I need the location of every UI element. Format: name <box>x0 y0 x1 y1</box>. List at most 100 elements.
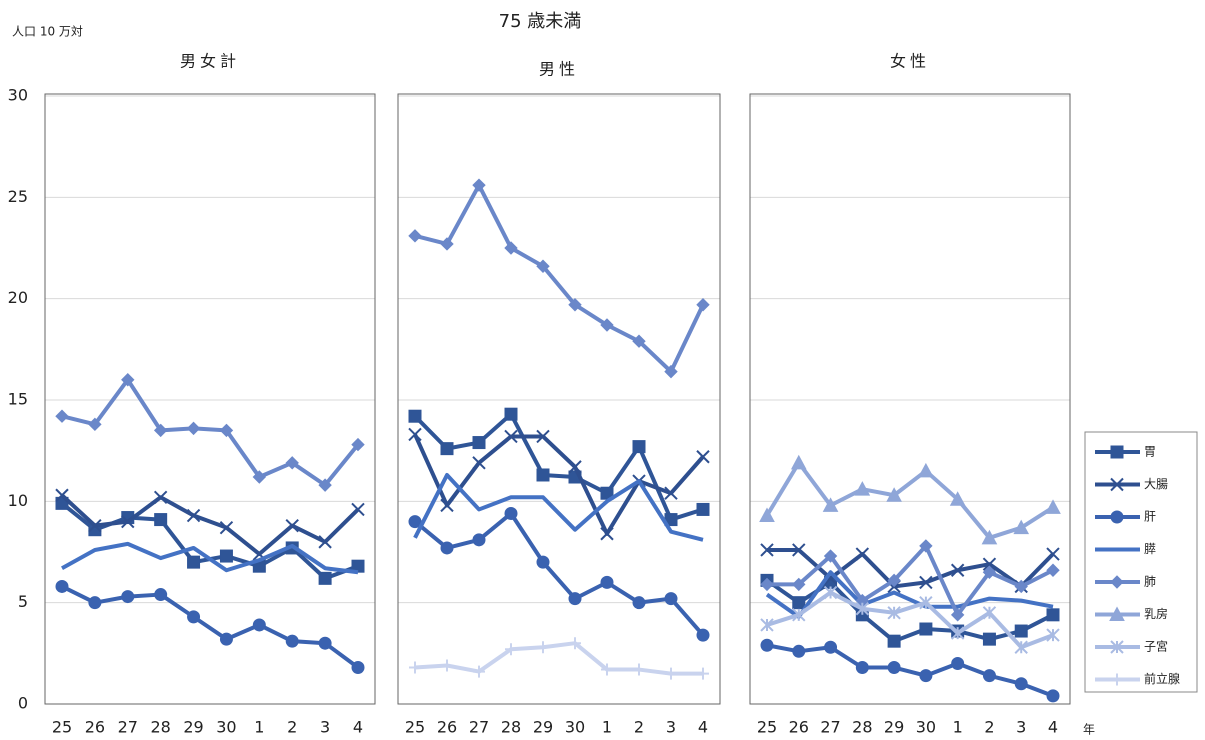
marker <box>790 454 807 470</box>
marker <box>919 539 933 553</box>
marker <box>219 549 233 563</box>
marker <box>472 456 486 470</box>
marker <box>760 577 774 592</box>
marker <box>55 409 69 423</box>
y-tick-label: 20 <box>8 288 28 307</box>
marker <box>440 541 454 555</box>
marker <box>536 429 550 444</box>
marker <box>409 661 421 674</box>
x-tick-label: 28 <box>501 718 521 737</box>
series-line <box>61 584 360 670</box>
marker <box>569 637 581 650</box>
marker <box>440 237 454 251</box>
marker <box>154 513 168 527</box>
x-tick-label: 29 <box>533 718 553 737</box>
marker <box>473 665 485 678</box>
series-line <box>765 578 1054 644</box>
marker <box>1014 624 1028 638</box>
plot-frame <box>397 93 721 705</box>
unit-label: 人口 10 万対 <box>12 25 83 39</box>
marker <box>633 663 645 676</box>
marker <box>919 595 933 610</box>
marker <box>982 669 996 683</box>
y-tick-label: 15 <box>8 390 28 409</box>
x-tick-label: 1 <box>254 718 264 737</box>
legend-label: 子宮 <box>1144 639 1168 654</box>
y-tick-label: 0 <box>18 694 28 713</box>
marker <box>855 547 870 561</box>
marker <box>88 417 102 432</box>
marker <box>121 590 135 604</box>
legend-marker <box>1110 510 1124 524</box>
y-tick-label: 30 <box>8 86 28 105</box>
panel-title: 女性 <box>890 52 930 71</box>
x-unit-label: 年 <box>1083 723 1095 737</box>
marker <box>1014 579 1028 594</box>
legend-label: 膵 <box>1144 542 1156 556</box>
marker <box>760 618 774 632</box>
series-line <box>413 412 704 522</box>
marker <box>472 533 486 547</box>
marker <box>472 436 486 450</box>
marker <box>854 481 871 496</box>
x-tick-label: 2 <box>287 718 297 737</box>
marker <box>55 579 69 593</box>
legend-label: 前立腺 <box>1144 671 1180 686</box>
marker <box>252 618 266 632</box>
x-tick-label: 27 <box>118 718 138 737</box>
marker <box>219 423 234 438</box>
legend-box <box>1084 431 1198 693</box>
series-line <box>766 643 1054 698</box>
marker <box>187 555 201 569</box>
marker <box>285 634 299 648</box>
marker <box>760 543 774 557</box>
marker <box>949 491 966 506</box>
y-tick-label: 25 <box>8 187 28 206</box>
marker <box>408 515 422 529</box>
marker <box>696 298 710 312</box>
marker <box>154 588 168 602</box>
marker <box>219 632 233 646</box>
marker <box>285 456 299 470</box>
marker <box>440 498 454 513</box>
marker <box>408 409 422 423</box>
marker <box>950 626 965 640</box>
x-tick-label: 28 <box>150 718 170 737</box>
series-line <box>413 511 705 637</box>
marker <box>408 229 422 243</box>
marker <box>121 373 135 387</box>
marker <box>760 638 774 652</box>
marker <box>504 241 518 255</box>
series-line <box>413 472 704 542</box>
marker <box>88 596 102 610</box>
x-tick-label: 30 <box>565 718 585 737</box>
plot-frame <box>44 93 376 705</box>
marker <box>823 549 838 563</box>
marker <box>601 663 613 676</box>
x-tick-label: 27 <box>469 718 489 737</box>
marker <box>887 661 901 675</box>
marker <box>697 667 709 680</box>
marker <box>88 518 102 533</box>
series-line <box>413 433 705 536</box>
legend-marker <box>1111 673 1123 686</box>
x-tick-label: 25 <box>405 718 425 737</box>
marker <box>1046 547 1060 561</box>
marker <box>887 606 901 620</box>
marker <box>1046 628 1060 642</box>
marker <box>792 608 806 622</box>
marker <box>855 602 870 616</box>
marker <box>918 462 934 478</box>
series-line <box>414 183 705 374</box>
plot-frame <box>749 93 1071 705</box>
x-tick-label: 30 <box>216 718 236 737</box>
marker <box>632 334 646 348</box>
x-tick-label: 4 <box>353 718 363 737</box>
legend-marker <box>1110 640 1124 654</box>
marker <box>982 632 996 646</box>
marker <box>696 450 710 464</box>
marker <box>759 507 775 523</box>
marker <box>318 478 332 492</box>
marker <box>664 486 678 500</box>
marker <box>351 661 365 675</box>
